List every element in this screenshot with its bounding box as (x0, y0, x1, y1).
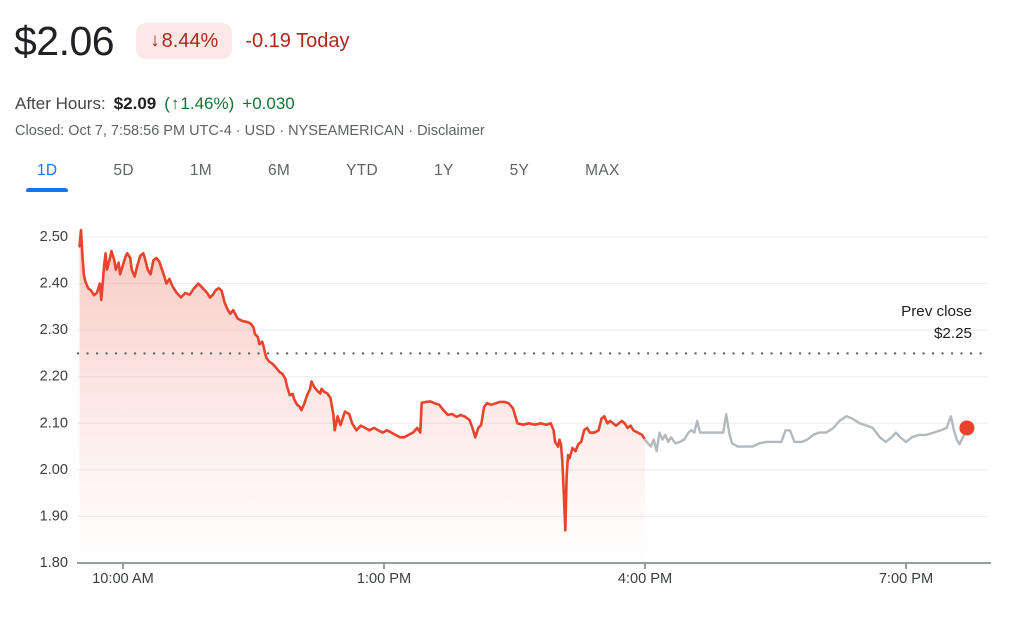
last-price-dot (959, 420, 975, 436)
tab-1d[interactable]: 1D (22, 158, 72, 192)
after-hours-change: +0.030 (242, 94, 295, 113)
x-axis-label: 10:00 AM (92, 571, 154, 587)
after-hours-label: After Hours: (15, 94, 106, 113)
after-hours-row: After Hours: $2.09 ( ↑ 1.46% ) +0.030 (15, 94, 295, 114)
change-percent: 8.44% (161, 29, 219, 52)
after-hours-price: $2.09 (113, 94, 157, 113)
y-axis-label: 2.10 (40, 415, 68, 431)
after-hours-percent-value: 1.46% (180, 94, 229, 113)
disclaimer-link[interactable]: Disclaimer (417, 123, 485, 139)
current-price: $2.06 (14, 17, 115, 64)
time-range-tabs: 1D 5D 1M 6M YTD 1Y 5Y MAX (22, 158, 635, 192)
change-today: -0.19 Today (245, 29, 350, 52)
tab-1m[interactable]: 1M (175, 158, 227, 190)
x-axis-label: 7:00 PM (879, 571, 933, 587)
price-header: $2.06 ↓ 8.44% -0.19 Today (14, 14, 349, 68)
y-axis-label: 2.30 (40, 322, 68, 338)
tab-max[interactable]: MAX (570, 158, 635, 190)
y-axis-label: 2.50 (40, 229, 68, 245)
x-axis-label: 1:00 PM (357, 571, 411, 587)
paren-open: ( (164, 94, 170, 113)
y-axis-label: 1.80 (40, 555, 68, 571)
price-line-regular (78, 228, 647, 532)
market-status-text: Closed: Oct 7, 7:58:56 PM UTC-4 · USD · … (15, 123, 418, 139)
prev-close-value: $2.25 (934, 325, 972, 342)
price-line-after-hours (643, 412, 969, 453)
x-axis-label: 4:00 PM (618, 571, 672, 587)
paren-close: ) (228, 94, 235, 113)
up-arrow-icon: ↑ (170, 94, 180, 113)
tab-6m[interactable]: 6M (253, 158, 305, 190)
y-axis-label: 2.20 (40, 369, 68, 385)
after-hours-percent: ( ↑ 1.46% ) (164, 94, 234, 114)
y-axis-label: 2.00 (40, 462, 68, 478)
y-axis-label: 2.40 (40, 276, 68, 292)
tab-1y[interactable]: 1Y (419, 158, 469, 190)
prev-close-label: Prev close (901, 303, 972, 320)
market-status-line: Closed: Oct 7, 7:58:56 PM UTC-4 · USD · … (15, 123, 485, 139)
tab-5y[interactable]: 5Y (495, 158, 545, 190)
tab-5d[interactable]: 5D (98, 158, 148, 190)
y-axis-label: 1.90 (40, 508, 68, 524)
price-chart[interactable]: 2.50 2.40 2.30 2.20 2.10 2.00 1.90 1.80 10:00 AM… (0, 210, 1024, 636)
change-percent-badge: ↓ 8.44% (136, 23, 233, 59)
down-arrow-icon: ↓ (150, 30, 160, 51)
tab-ytd[interactable]: YTD (331, 158, 393, 190)
regular-hours-fill (79, 230, 645, 563)
